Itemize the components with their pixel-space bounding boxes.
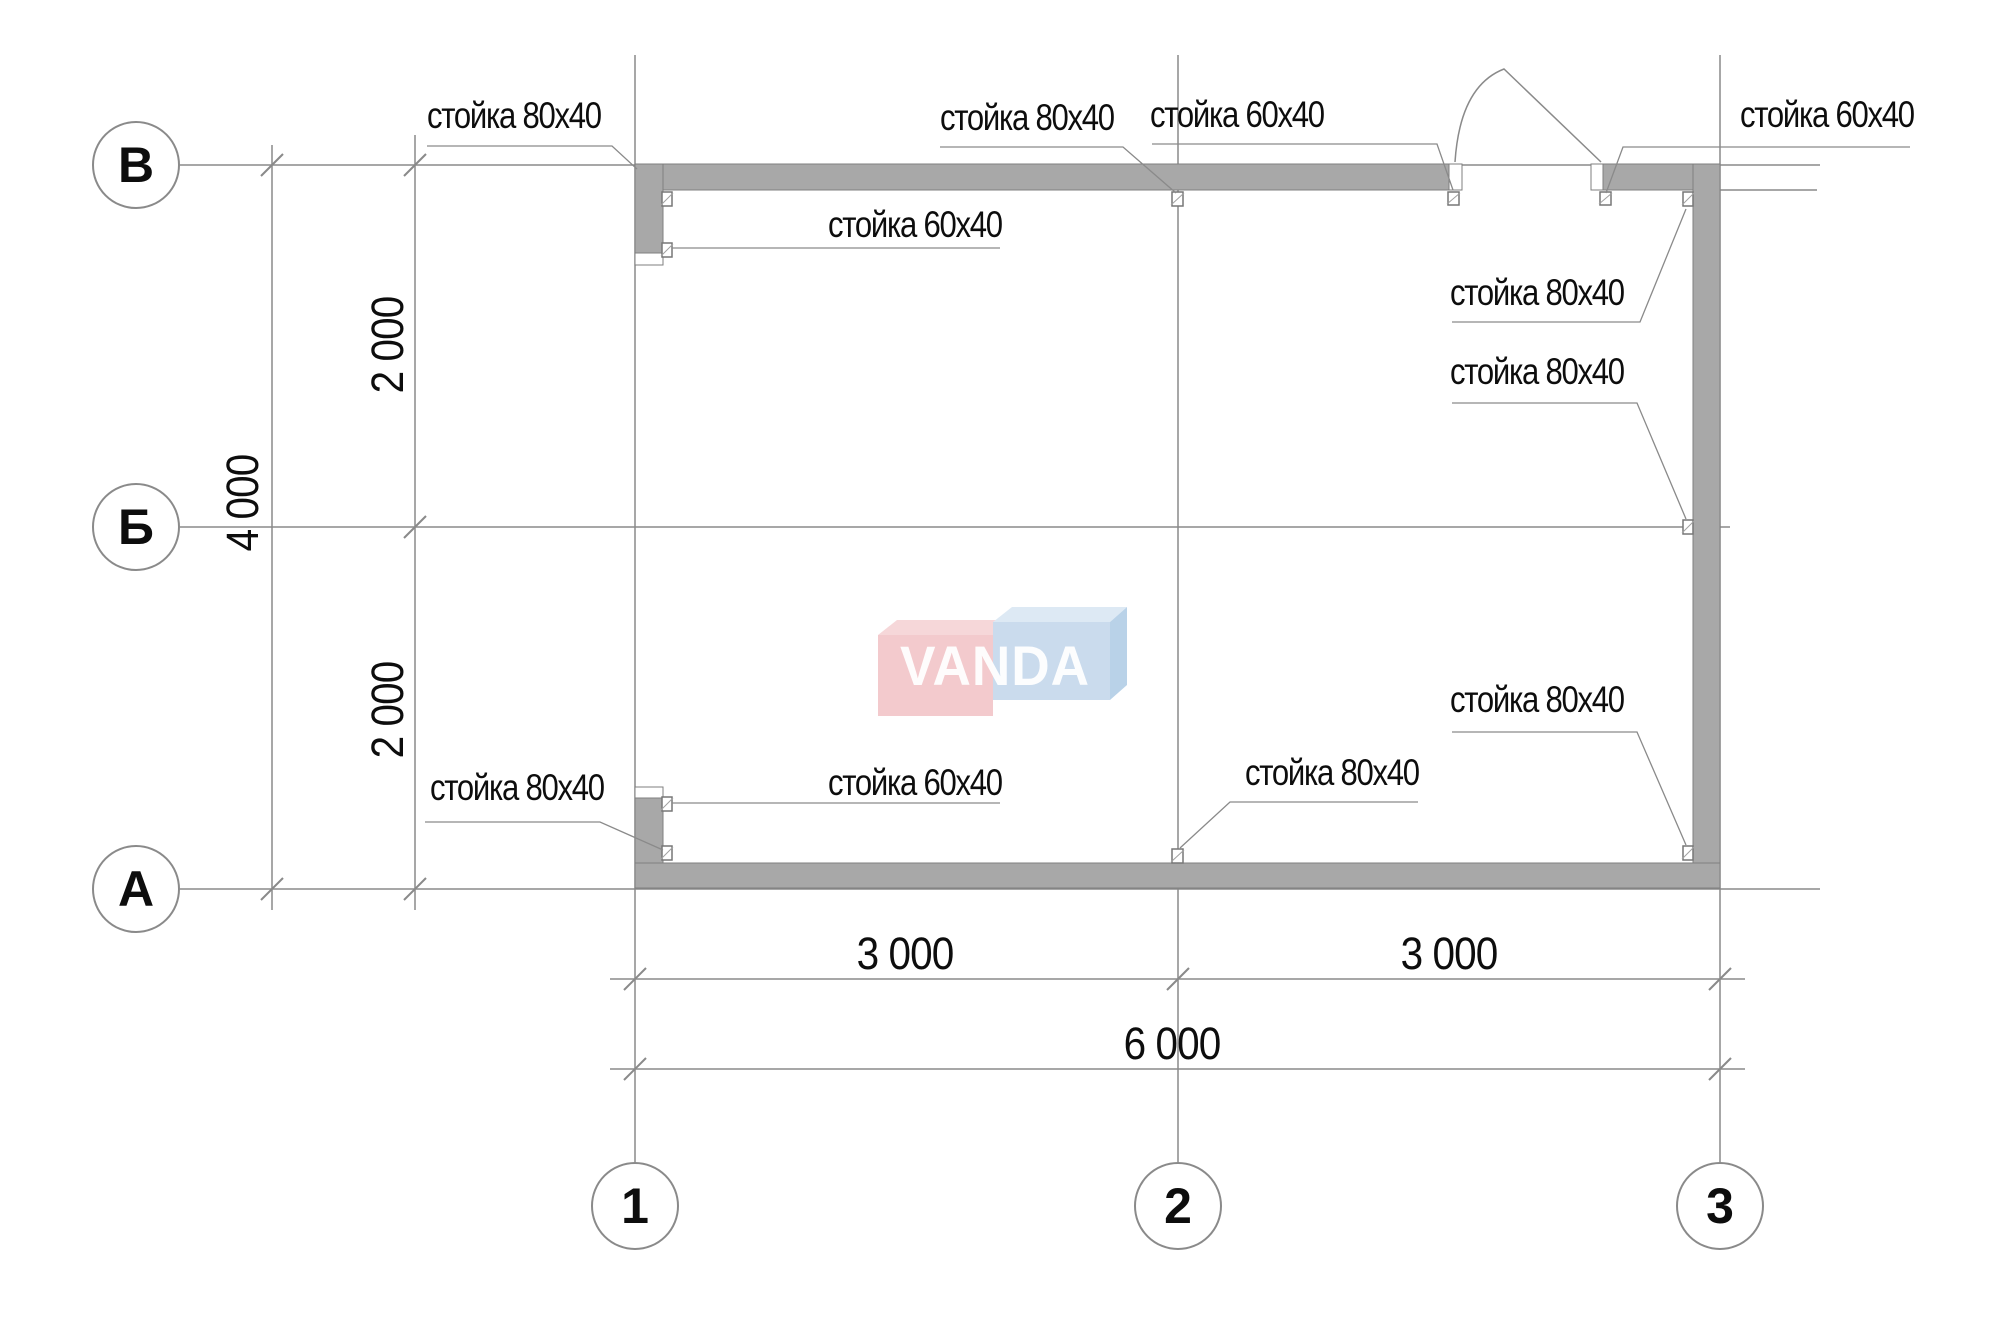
dim-left-span: 3 000 <box>856 928 955 979</box>
axis-bubble-col-3: 3 <box>1676 1162 1764 1250</box>
axis-label: 1 <box>621 1178 649 1234</box>
axis-label: А <box>117 861 155 917</box>
door-jamb-left <box>1448 163 1463 191</box>
dimension-ticks <box>260 153 1732 1081</box>
door-swing-arc <box>1454 68 1602 163</box>
logo-text: VANDA <box>900 634 1090 697</box>
stud-label-bottom-middle: стойка 80х40 <box>1245 752 1420 793</box>
corner-post-bottom-left <box>634 797 664 864</box>
axis-bubble-col-1: 1 <box>591 1162 679 1250</box>
wall-caps <box>634 163 1604 799</box>
walls <box>634 163 1721 889</box>
logo-pink-top-face <box>878 620 1010 635</box>
post-cap-bottom-left <box>634 786 664 799</box>
post-cap-top-left <box>634 252 664 266</box>
logo-blue-side-face <box>1110 607 1127 700</box>
wall-top-left-segment <box>634 163 1450 191</box>
stud-label-top-door-left: стойка 60х40 <box>1150 94 1325 135</box>
leader-top-middle <box>940 146 1177 194</box>
dim-upper-segment: 2 000 <box>362 296 413 394</box>
logo-blue-front-face <box>993 622 1110 700</box>
leader-top-door-left <box>1152 143 1454 191</box>
leader-bottom-middle <box>1179 801 1418 849</box>
leader-right-middle <box>1452 402 1687 520</box>
stud-label-right-middle: стойка 80х40 <box>1450 351 1625 392</box>
leader-top-left <box>427 145 638 170</box>
dim-total-width: 6 000 <box>1123 1018 1222 1069</box>
dim-total-height: 4 000 <box>217 454 268 552</box>
leader-right-upper <box>1452 208 1687 323</box>
stud-label-inner-bottom: стойка 60х40 <box>828 762 1003 803</box>
axis-bubble-col-2: 2 <box>1134 1162 1222 1250</box>
stud-label-top-left: стойка 80х40 <box>427 95 602 136</box>
door-jamb-right <box>1590 163 1604 191</box>
stud-label-top-middle: стойка 80х40 <box>940 97 1115 138</box>
leader-top-right <box>1605 146 1910 194</box>
logo-blue-top-face <box>993 607 1127 622</box>
axis-label: 2 <box>1164 1178 1192 1234</box>
axis-label: В <box>117 137 155 193</box>
axis-bubble-row-b: Б <box>92 483 180 571</box>
axis-bubble-row-v: В <box>92 121 180 209</box>
axis-bubble-row-a: А <box>92 845 180 933</box>
logo-watermark <box>878 607 1127 716</box>
stud-label-inner-top: стойка 60х40 <box>828 204 1003 245</box>
stud-label-bottom-left: стойка 80х40 <box>430 767 605 808</box>
stud-label-right-upper: стойка 80х40 <box>1450 272 1625 313</box>
stud-label-right-lower: стойка 80х40 <box>1450 679 1625 720</box>
dim-right-span: 3 000 <box>1400 928 1499 979</box>
axis-label: 3 <box>1706 1178 1734 1234</box>
corner-post-top-left <box>634 163 664 254</box>
leader-bottom-left <box>425 821 664 851</box>
label-leaders <box>425 143 1910 851</box>
logo-pink-front-face <box>878 635 993 716</box>
wall-bottom <box>634 862 1721 889</box>
dim-lower-segment: 2 000 <box>362 661 413 759</box>
stud-label-top-right: стойка 60х40 <box>1740 94 1915 135</box>
stud-tick-marks <box>660 192 1695 863</box>
axis-label: Б <box>118 499 154 555</box>
wall-right <box>1692 163 1721 889</box>
leader-right-lower <box>1452 731 1687 846</box>
